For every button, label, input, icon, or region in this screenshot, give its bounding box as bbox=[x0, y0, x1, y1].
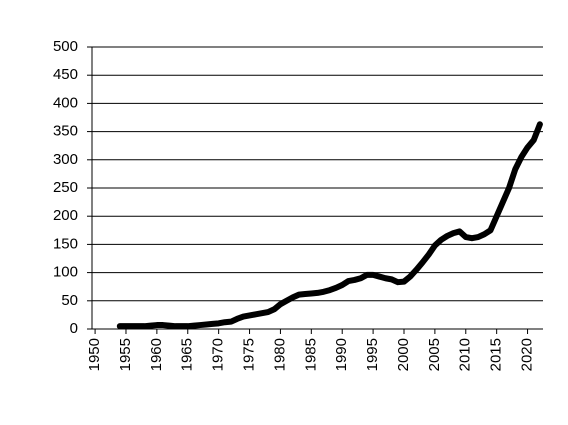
x-tick-label: 1955 bbox=[117, 338, 134, 371]
y-tick-label: 150 bbox=[53, 235, 78, 252]
x-tick-label: 1975 bbox=[241, 338, 258, 371]
y-tick-label: 300 bbox=[53, 151, 78, 168]
y-tick-label: 500 bbox=[53, 38, 78, 55]
x-tick-label: 2000 bbox=[395, 338, 412, 371]
y-tick-label: 250 bbox=[53, 179, 78, 196]
y-tick-label: 400 bbox=[53, 94, 78, 111]
y-tick-label: 100 bbox=[53, 264, 78, 281]
x-tick-label: 1950 bbox=[86, 338, 103, 371]
x-tick-label: 2010 bbox=[457, 338, 474, 371]
x-tick-label: 1995 bbox=[364, 338, 381, 371]
x-tick-label: 1990 bbox=[333, 338, 350, 371]
x-tick-label: 1965 bbox=[179, 338, 196, 371]
x-tick-label: 2015 bbox=[488, 338, 505, 371]
y-tick-label: 450 bbox=[53, 66, 78, 83]
x-tick-label: 2005 bbox=[426, 338, 443, 371]
y-tick-label: 50 bbox=[61, 292, 78, 309]
y-tick-label: 200 bbox=[53, 207, 78, 224]
data-line bbox=[116, 121, 543, 330]
x-tick-label: 1960 bbox=[148, 338, 165, 371]
y-tick-label: 0 bbox=[70, 320, 78, 337]
x-tick-label: 1985 bbox=[302, 338, 319, 371]
x-tick-label: 1980 bbox=[271, 338, 288, 371]
y-tick-label: 350 bbox=[53, 123, 78, 140]
x-tick-label: 2020 bbox=[519, 338, 536, 371]
x-tick-label: 1970 bbox=[210, 338, 227, 371]
